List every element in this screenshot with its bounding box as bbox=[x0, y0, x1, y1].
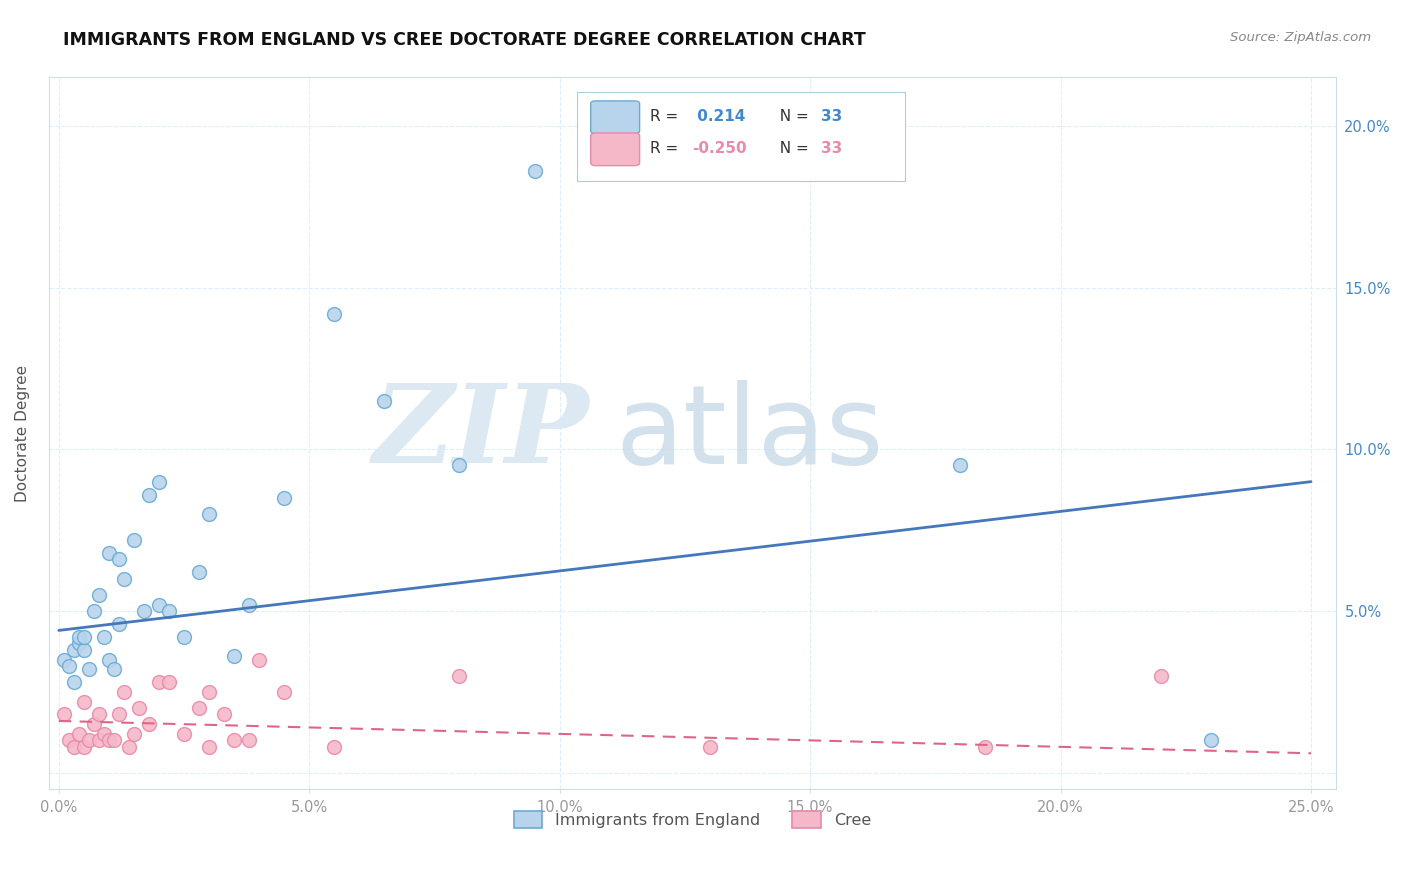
Point bbox=[273, 491, 295, 505]
Text: N =: N = bbox=[769, 141, 813, 156]
Point bbox=[273, 685, 295, 699]
Legend: Immigrants from England, Cree: Immigrants from England, Cree bbox=[508, 805, 877, 834]
Text: 0.214: 0.214 bbox=[692, 109, 745, 124]
Point bbox=[247, 652, 270, 666]
Point bbox=[148, 675, 170, 690]
Point bbox=[93, 630, 115, 644]
Point bbox=[52, 652, 75, 666]
Point bbox=[198, 507, 221, 521]
Point bbox=[97, 733, 120, 747]
Point bbox=[138, 717, 160, 731]
Text: R =: R = bbox=[650, 141, 683, 156]
Text: ZIP: ZIP bbox=[373, 379, 589, 487]
Point bbox=[148, 598, 170, 612]
Point bbox=[77, 662, 100, 676]
Point bbox=[112, 572, 135, 586]
FancyBboxPatch shape bbox=[591, 133, 640, 166]
Point bbox=[118, 739, 141, 754]
Point bbox=[373, 393, 395, 408]
Point bbox=[67, 630, 90, 644]
Point bbox=[108, 616, 131, 631]
Point bbox=[108, 707, 131, 722]
Point bbox=[188, 701, 211, 715]
Point bbox=[198, 685, 221, 699]
Point bbox=[87, 733, 110, 747]
Point bbox=[67, 727, 90, 741]
Point bbox=[62, 739, 84, 754]
Point bbox=[1199, 733, 1222, 747]
Point bbox=[122, 727, 145, 741]
Text: -0.250: -0.250 bbox=[692, 141, 747, 156]
Point bbox=[122, 533, 145, 547]
Text: N =: N = bbox=[769, 109, 813, 124]
Point bbox=[523, 164, 546, 178]
Point bbox=[949, 458, 972, 473]
Point bbox=[73, 695, 96, 709]
Point bbox=[699, 739, 721, 754]
Text: R =: R = bbox=[650, 109, 683, 124]
Point bbox=[323, 306, 346, 320]
Text: Source: ZipAtlas.com: Source: ZipAtlas.com bbox=[1230, 31, 1371, 45]
Point bbox=[132, 604, 155, 618]
Point bbox=[112, 685, 135, 699]
Point bbox=[73, 630, 96, 644]
Point bbox=[93, 727, 115, 741]
Text: atlas: atlas bbox=[616, 380, 883, 487]
Point bbox=[73, 642, 96, 657]
Point bbox=[103, 662, 125, 676]
Point bbox=[449, 669, 471, 683]
Point bbox=[62, 675, 84, 690]
Point bbox=[87, 707, 110, 722]
Point bbox=[222, 649, 245, 664]
Point bbox=[87, 588, 110, 602]
Point bbox=[67, 636, 90, 650]
Point bbox=[449, 458, 471, 473]
Point bbox=[974, 739, 997, 754]
Point bbox=[83, 604, 105, 618]
Point bbox=[103, 733, 125, 747]
Point bbox=[58, 733, 80, 747]
Point bbox=[157, 604, 180, 618]
Point bbox=[148, 475, 170, 489]
Point bbox=[1150, 669, 1173, 683]
Point bbox=[128, 701, 150, 715]
Point bbox=[58, 659, 80, 673]
Text: 33: 33 bbox=[821, 109, 842, 124]
FancyBboxPatch shape bbox=[576, 92, 905, 180]
Point bbox=[238, 733, 260, 747]
Point bbox=[173, 727, 195, 741]
Point bbox=[108, 552, 131, 566]
Point bbox=[138, 487, 160, 501]
Point bbox=[97, 546, 120, 560]
Y-axis label: Doctorate Degree: Doctorate Degree bbox=[15, 365, 30, 501]
FancyBboxPatch shape bbox=[591, 101, 640, 134]
Point bbox=[323, 739, 346, 754]
Point bbox=[83, 717, 105, 731]
Point bbox=[173, 630, 195, 644]
Point bbox=[62, 642, 84, 657]
Point bbox=[212, 707, 235, 722]
Point bbox=[97, 652, 120, 666]
Point bbox=[73, 739, 96, 754]
Point bbox=[238, 598, 260, 612]
Point bbox=[157, 675, 180, 690]
Text: 33: 33 bbox=[821, 141, 842, 156]
Text: IMMIGRANTS FROM ENGLAND VS CREE DOCTORATE DEGREE CORRELATION CHART: IMMIGRANTS FROM ENGLAND VS CREE DOCTORAT… bbox=[63, 31, 866, 49]
Point bbox=[222, 733, 245, 747]
Point bbox=[188, 565, 211, 579]
Point bbox=[77, 733, 100, 747]
Point bbox=[52, 707, 75, 722]
Point bbox=[198, 739, 221, 754]
